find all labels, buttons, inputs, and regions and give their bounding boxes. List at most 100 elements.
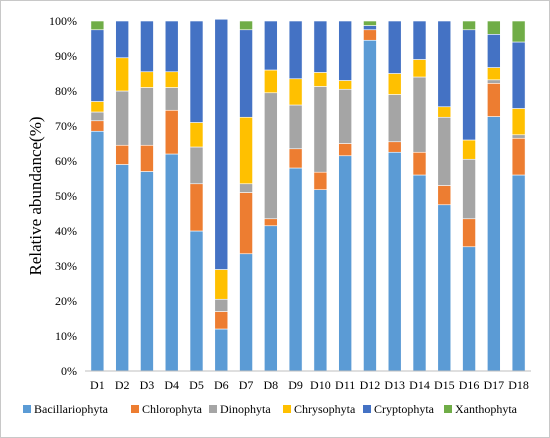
legend-item-chrysophyta: Chrysophyta [283,402,356,416]
x-tick-label: D10 [310,378,331,392]
bar-segment-dinophyta [412,76,427,153]
bar-segment-xanthophyta [90,20,105,31]
x-tick-label: D9 [288,378,303,392]
bar-segment-bacillariophyta [487,116,501,372]
bar-segment-dinophyta [239,183,253,193]
x-tick-label: D1 [90,378,105,392]
y-tick-label: 70% [55,119,77,133]
bar-stack-d11 [338,20,352,372]
legend: Bacillariophyta Chlorophyta Dinophyta Chrys… [23,402,518,416]
x-tick-label: D6 [214,378,229,392]
bar-segment-bacillariophyta [189,230,204,372]
legend-swatch [209,405,217,413]
legend-item-cryptophyta: Cryptophyta [363,402,435,416]
bar-segment-cryptophyta [214,18,229,270]
legend-label: Chrysophyta [294,402,356,416]
bar-segment-chrysophyta [462,139,476,160]
bar-segment-chlorophyta [363,29,377,41]
bar-stack-d1 [90,20,105,372]
bar-segment-cryptophyta [462,29,476,141]
x-tick-label: D7 [239,378,254,392]
bar-segment-cryptophyta [313,20,328,73]
bar-segment-chlorophyta [115,144,129,165]
bar-segment-chlorophyta [90,120,105,132]
bar-segment-cryptophyta [288,20,303,80]
x-tick-label: D13 [384,378,405,392]
bar-stack-d16 [462,20,476,372]
bar-segment-dinophyta [264,92,278,220]
bar-stack-d17 [487,20,501,372]
bar-stack-d2 [115,20,129,372]
bar-segment-bacillariophyta [115,164,129,372]
bar-segment-dinophyta [288,104,303,150]
bar-segment-chrysophyta [189,122,204,148]
bar-segment-bacillariophyta [338,155,352,372]
bar-segment-xanthophyta [363,20,377,26]
bar-segment-chrysophyta [264,69,278,94]
bar-segment-cryptophyta [387,20,402,74]
bar-segment-chrysophyta [487,67,501,81]
bar-segment-cryptophyta [363,25,377,31]
bar-segment-bacillariophyta [239,253,253,372]
bar-segment-chrysophyta [437,106,452,118]
bar-segment-dinophyta [511,134,526,139]
bar-segment-chrysophyta [313,72,328,87]
bar-segment-chlorophyta [511,137,526,176]
bar-segment-dinophyta [90,111,105,122]
bar-stack-d18 [511,20,526,372]
y-tick-label: 50% [55,189,77,203]
bars-group [90,18,526,372]
bar-segment-dinophyta [462,158,476,220]
bar-segment-chrysophyta [387,73,402,95]
bar-segment-chlorophyta [214,311,229,330]
x-tick-label: D14 [409,378,430,392]
y-tick-label: 0% [61,364,77,378]
bar-segment-cryptophyta [412,20,427,60]
bar-segment-xanthophyta [511,20,526,43]
x-tick-label: D12 [360,378,381,392]
x-tick-label: D2 [115,378,130,392]
x-tick-label: D15 [434,378,455,392]
bar-segment-chrysophyta [338,80,352,90]
legend-swatch [444,405,452,413]
bar-stack-d10 [313,20,328,372]
bar-segment-chlorophyta [412,151,427,176]
bar-segment-bacillariophyta [90,130,105,372]
bar-segment-chrysophyta [288,78,303,106]
bar-stack-d13 [387,20,402,372]
bar-segment-dinophyta [214,298,229,312]
bar-segment-chlorophyta [487,83,501,117]
bar-segment-bacillariophyta [313,189,328,372]
bar-segment-chlorophyta [338,143,352,157]
bar-segment-chrysophyta [511,108,526,136]
bar-stack-d4 [164,20,179,372]
bar-segment-chlorophyta [164,109,179,155]
legend-label: Xanthophyta [455,402,518,416]
bar-stack-d7 [239,20,253,372]
bar-segment-chlorophyta [239,192,253,255]
bar-segment-chrysophyta [214,269,229,300]
x-tick-label: D3 [140,378,155,392]
legend-label: Dinophyta [220,402,271,416]
bar-segment-bacillariophyta [363,39,377,372]
legend-item-dinophyta: Dinophyta [209,402,271,416]
y-tick-label: 80% [55,84,77,98]
bar-segment-chlorophyta [313,171,328,190]
bar-segment-dinophyta [437,116,452,186]
bar-stack-d5 [189,20,204,372]
legend-item-chlorophyta: Chlorophyta [131,402,203,416]
y-tick-label: 20% [55,294,77,308]
x-tick-label: D16 [459,378,480,392]
bar-segment-bacillariophyta [164,153,179,372]
bar-segment-chrysophyta [140,71,154,88]
x-tick-label: D11 [335,378,355,392]
legend-swatch [131,405,139,413]
bar-segment-cryptophyta [511,41,526,109]
bar-segment-chrysophyta [164,71,179,88]
bar-segment-chrysophyta [115,57,129,92]
bar-segment-xanthophyta [462,20,476,31]
bar-segment-bacillariophyta [412,174,427,372]
bar-segment-chlorophyta [264,218,278,227]
